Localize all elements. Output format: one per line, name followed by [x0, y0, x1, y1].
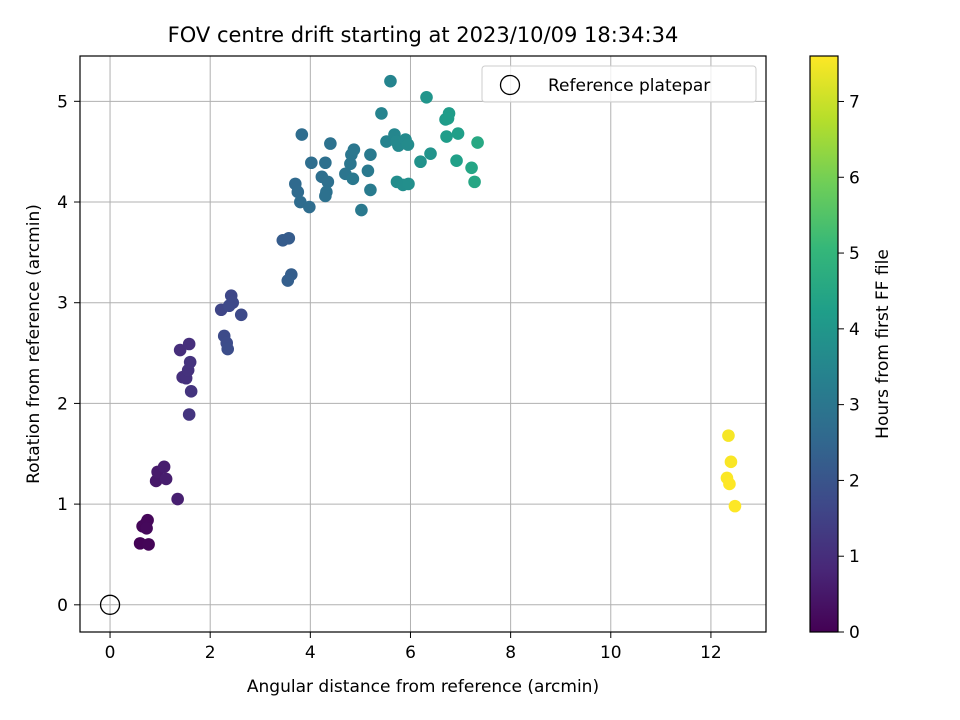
data-point — [450, 154, 463, 168]
data-point — [361, 164, 375, 178]
data-points — [133, 74, 742, 551]
chart-title: FOV centre drift starting at 2023/10/09 … — [168, 23, 679, 47]
plot-frame — [79, 55, 767, 633]
data-point — [355, 203, 368, 217]
data-point — [424, 147, 437, 160]
colorbar — [810, 56, 838, 632]
data-point — [319, 156, 332, 170]
data-point — [375, 107, 388, 120]
x-tick-label: 10 — [600, 643, 622, 663]
y-tick-label: 3 — [57, 294, 68, 314]
y-tick-label: 0 — [57, 596, 68, 616]
data-point — [722, 429, 735, 442]
data-point — [723, 477, 736, 491]
legend: Reference platepar — [481, 65, 757, 103]
data-point — [159, 472, 173, 486]
y-tick-label: 4 — [57, 193, 68, 213]
data-point — [441, 112, 455, 125]
colorbar-ticks: 0 1 2 3 4 5 6 7 — [838, 92, 860, 643]
data-point — [346, 172, 360, 186]
x-tick-label: 8 — [505, 643, 516, 663]
data-point — [140, 521, 153, 535]
y-tick-label: 1 — [57, 495, 68, 515]
data-point — [401, 138, 415, 151]
x-tick-label: 0 — [105, 643, 116, 663]
x-axis-ticks: 0 2 4 6 8 10 12 — [105, 632, 722, 663]
data-point — [321, 175, 335, 189]
data-point — [221, 342, 235, 356]
colorbar-label: Hours from first FF file — [873, 249, 893, 439]
reference-platepar-marker — [99, 594, 121, 615]
colorbar-tick-label: 4 — [849, 320, 860, 340]
data-point — [303, 200, 316, 214]
x-tick-label: 6 — [405, 643, 416, 663]
colorbar-tick-label: 5 — [849, 244, 860, 264]
colorbar-tick-label: 7 — [849, 92, 860, 112]
colorbar-tick-label: 1 — [849, 547, 860, 567]
legend-box — [481, 65, 757, 103]
data-point — [384, 74, 397, 88]
data-point — [364, 148, 377, 161]
data-point — [319, 189, 332, 203]
x-tick-label: 4 — [305, 643, 316, 663]
grid — [80, 56, 766, 632]
colorbar-tick-label: 3 — [849, 396, 860, 416]
data-point — [402, 177, 415, 191]
data-point — [440, 130, 453, 143]
data-point — [182, 408, 196, 421]
data-point — [157, 460, 171, 474]
legend-marker-icon — [499, 74, 521, 96]
data-point — [282, 231, 296, 245]
y-tick-label: 5 — [57, 92, 68, 112]
data-point — [468, 175, 481, 189]
data-point — [171, 492, 184, 506]
data-point — [451, 127, 465, 140]
data-point — [364, 183, 377, 197]
data-point — [471, 136, 484, 149]
colorbar-tick-label: 2 — [849, 471, 860, 491]
data-point — [281, 274, 295, 287]
y-tick-label: 2 — [57, 394, 68, 414]
data-point — [728, 499, 742, 513]
data-point — [183, 355, 197, 369]
data-point — [234, 308, 248, 322]
data-point — [347, 143, 361, 156]
data-point — [324, 137, 337, 150]
data-point — [724, 455, 738, 469]
data-point — [414, 155, 427, 169]
legend-label: Reference platepar — [548, 76, 710, 96]
data-point — [142, 538, 155, 551]
colorbar-tick-label: 6 — [849, 168, 860, 188]
x-axis-label: Angular distance from reference (arcmin) — [247, 677, 599, 697]
y-axis-label: Rotation from reference (arcmin) — [24, 204, 44, 484]
data-point — [305, 156, 318, 170]
data-point — [222, 299, 236, 313]
data-point — [291, 185, 305, 199]
data-point — [182, 337, 196, 351]
reference-marker-layer — [99, 594, 121, 615]
colorbar-frame — [809, 55, 839, 633]
y-axis-ticks: 0 1 2 3 4 5 — [57, 92, 80, 616]
data-point — [173, 343, 187, 357]
x-tick-label: 2 — [205, 643, 216, 663]
data-point — [295, 128, 309, 141]
x-tick-label: 12 — [700, 643, 722, 663]
data-point — [184, 385, 198, 398]
data-point — [420, 90, 433, 104]
data-point — [465, 161, 478, 175]
colorbar-tick-label: 0 — [849, 623, 860, 643]
